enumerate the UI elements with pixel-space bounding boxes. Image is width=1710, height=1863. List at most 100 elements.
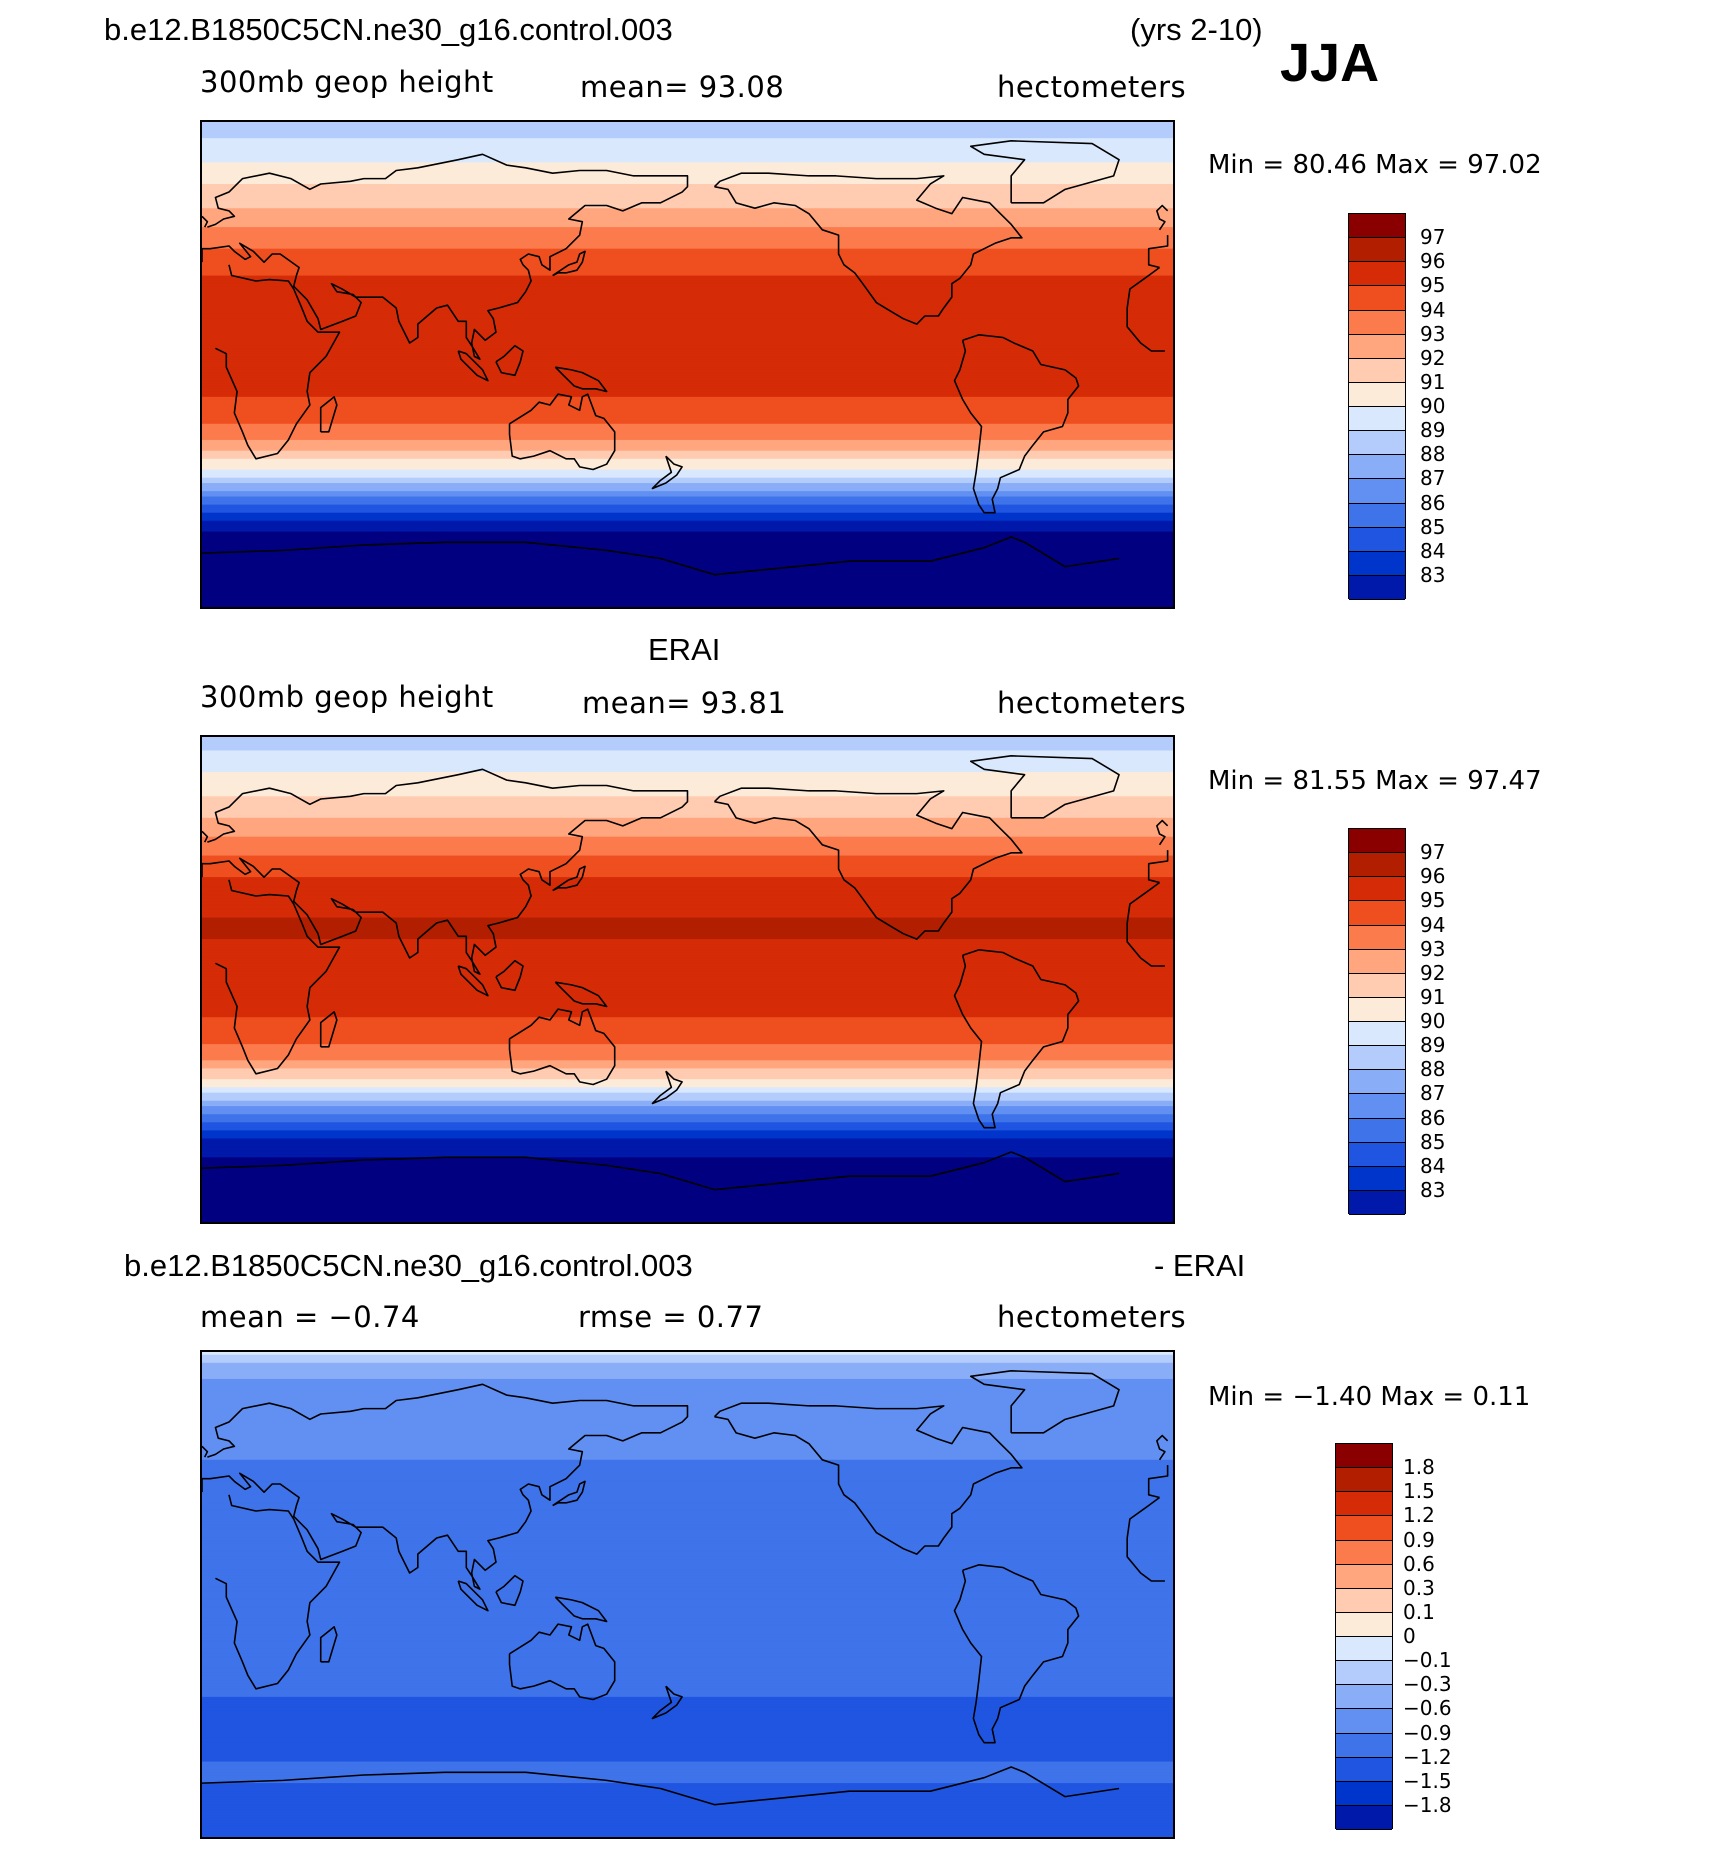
contour-band xyxy=(202,342,1173,347)
panel2-mean-label: mean= 93.81 xyxy=(582,686,787,720)
colorbar-label: 1.8 xyxy=(1403,1455,1435,1480)
contour-band xyxy=(202,421,1173,425)
contour-band xyxy=(202,561,1173,565)
contour-band xyxy=(202,858,1173,862)
contour-band xyxy=(202,510,1173,514)
contour-band xyxy=(202,248,1173,253)
colorbar-segment xyxy=(1349,853,1405,878)
contour-band xyxy=(202,979,1173,983)
contour-band xyxy=(202,807,1173,811)
contour-band xyxy=(202,426,1173,430)
contour-band xyxy=(202,1586,1173,1590)
contour-band xyxy=(202,380,1173,385)
coastline-eurasia xyxy=(1147,850,1169,884)
contour-band xyxy=(202,879,1173,884)
contour-band xyxy=(202,283,1173,288)
contour-band xyxy=(202,809,1173,814)
contour-band xyxy=(202,952,1173,957)
contour-band xyxy=(202,1651,1173,1655)
contour-band xyxy=(202,186,1173,191)
contour-band xyxy=(202,866,1173,870)
contour-band xyxy=(202,208,1173,212)
contour-band xyxy=(202,1154,1173,1159)
contour-band xyxy=(202,1500,1173,1504)
contour-band xyxy=(202,1823,1173,1828)
contour-band xyxy=(202,1756,1173,1760)
contour-band xyxy=(202,1189,1173,1194)
coastline-africa xyxy=(1126,1496,1161,1539)
contour-band xyxy=(202,1699,1173,1704)
colorbar-label: 84 xyxy=(1420,1153,1446,1178)
contour-band xyxy=(202,534,1173,538)
colorbar-segment xyxy=(1336,1492,1392,1517)
contour-band xyxy=(202,1634,1173,1639)
contour-band xyxy=(202,1605,1173,1609)
colorbar-segment xyxy=(1349,1166,1405,1191)
contour-band xyxy=(202,1054,1173,1059)
coastline-borneo xyxy=(495,344,524,377)
contour-band xyxy=(202,1089,1173,1094)
contour-band xyxy=(202,1003,1173,1008)
contour-band xyxy=(202,434,1173,439)
panel2-colorbar: 97 96 95 94 93 92 91 90 89 88 87 86 85 84 83 xyxy=(1348,828,1488,1215)
contour-band xyxy=(202,1594,1173,1598)
coastline-uk xyxy=(202,1445,209,1458)
contour-band xyxy=(202,1138,1173,1142)
contour-band xyxy=(202,1403,1173,1407)
contour-band xyxy=(202,291,1173,296)
contour-band xyxy=(202,1387,1173,1391)
contour-band xyxy=(202,1532,1173,1537)
colorbar-label: 0.1 xyxy=(1403,1599,1435,1624)
contour-band xyxy=(202,1103,1173,1107)
contour-band xyxy=(202,920,1173,924)
contour-band xyxy=(202,132,1173,137)
contour-band xyxy=(202,1718,1173,1722)
coastline-nz xyxy=(651,1070,683,1105)
colorbar-label: 92 xyxy=(1420,345,1446,370)
contour-band xyxy=(202,1589,1173,1593)
colorbar-segment xyxy=(1349,1022,1405,1047)
contour-band xyxy=(202,377,1173,382)
contour-band xyxy=(202,192,1173,196)
contour-band xyxy=(202,882,1173,886)
panel1-years: (yrs 2-10) xyxy=(1130,12,1263,47)
contour-band xyxy=(202,1629,1173,1634)
contour-band xyxy=(202,1726,1173,1731)
contour-band xyxy=(202,367,1173,371)
contour-band xyxy=(202,1653,1173,1658)
colorbar-segment xyxy=(1349,527,1405,552)
contour-band xyxy=(202,1438,1173,1442)
colorbar-label: −1.5 xyxy=(1403,1768,1452,1793)
contour-band xyxy=(202,539,1173,544)
colorbar-label: 97 xyxy=(1420,840,1446,865)
contour-band xyxy=(202,1186,1173,1191)
contour-band xyxy=(202,515,1173,519)
contour-band xyxy=(202,1449,1173,1453)
colorbar-segment xyxy=(1349,973,1405,998)
contour-band xyxy=(202,1116,1173,1121)
contour-band xyxy=(202,135,1173,139)
contour-band xyxy=(202,235,1173,239)
contour-band xyxy=(202,1440,1173,1445)
contour-band xyxy=(202,1486,1173,1491)
panel1-units-label: hectometers xyxy=(997,70,1187,104)
colorbar-segment xyxy=(1349,1046,1405,1071)
colorbar-label: 93 xyxy=(1420,321,1446,346)
contour-band xyxy=(202,1063,1173,1067)
contour-band xyxy=(202,1168,1173,1172)
contour-band xyxy=(202,1731,1173,1736)
contour-band xyxy=(202,415,1173,420)
coastline-africa xyxy=(1126,1537,1165,1582)
contour-band xyxy=(202,1672,1173,1677)
contour-band xyxy=(202,839,1173,843)
contour-band xyxy=(202,483,1173,487)
contour-band xyxy=(202,1071,1173,1075)
colorbar-label: 85 xyxy=(1420,1129,1446,1154)
coastline-sumatra xyxy=(457,965,489,997)
contour-band xyxy=(202,264,1173,269)
contour-band xyxy=(202,1451,1173,1456)
contour-band xyxy=(202,1745,1173,1749)
contour-band xyxy=(202,1769,1173,1774)
contour-band xyxy=(202,256,1173,261)
panel3-title: b.e12.B1850C5CN.ne30_g16.control.003 xyxy=(124,1248,693,1283)
